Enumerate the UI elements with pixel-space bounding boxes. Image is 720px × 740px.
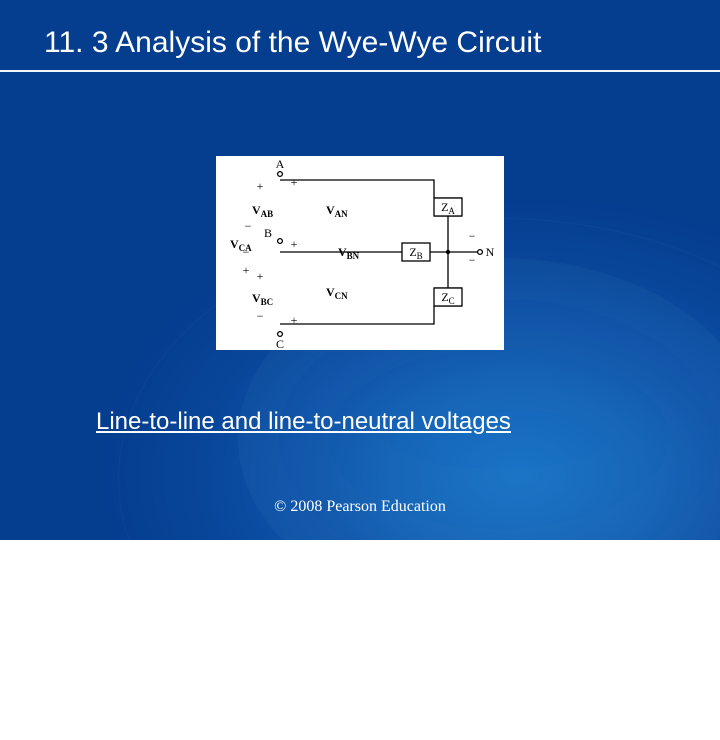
svg-text:−: − bbox=[245, 219, 252, 233]
svg-text:B: B bbox=[264, 226, 272, 240]
svg-text:−: − bbox=[469, 253, 476, 267]
svg-text:+: + bbox=[243, 263, 250, 277]
svg-text:VAN: VAN bbox=[326, 203, 348, 219]
svg-text:+: + bbox=[257, 269, 264, 283]
slide-subtitle: Line-to-line and line-to-neutral voltage… bbox=[96, 408, 511, 436]
svg-text:+: + bbox=[257, 179, 264, 193]
slide-title: 11. 3 Analysis of the Wye-Wye Circuit bbox=[44, 26, 676, 60]
svg-text:A: A bbox=[276, 157, 285, 171]
svg-text:VBN: VBN bbox=[338, 245, 360, 261]
title-rule bbox=[0, 70, 720, 72]
svg-text:+: + bbox=[291, 237, 298, 251]
svg-text:−: − bbox=[469, 229, 476, 243]
svg-text:VCN: VCN bbox=[326, 285, 348, 301]
svg-text:−: − bbox=[257, 309, 264, 323]
circuit-figure: ZAZBZCABCN++++−−++−−−VABVCAVBCVANVBNVCN bbox=[216, 156, 504, 350]
circuit-diagram: ZAZBZCABCN++++−−++−−−VABVCAVBCVANVBNVCN bbox=[216, 156, 504, 350]
copyright-text: © 2008 Pearson Education bbox=[0, 498, 720, 516]
svg-text:VBC: VBC bbox=[252, 291, 273, 307]
svg-text:VCA: VCA bbox=[230, 237, 252, 253]
svg-text:C: C bbox=[276, 337, 284, 350]
svg-text:+: + bbox=[291, 175, 298, 189]
svg-text:VAB: VAB bbox=[252, 203, 273, 219]
svg-text:+: + bbox=[291, 313, 298, 327]
svg-text:N: N bbox=[486, 245, 495, 259]
slide: 11. 3 Analysis of the Wye-Wye Circuit ZA… bbox=[0, 0, 720, 540]
